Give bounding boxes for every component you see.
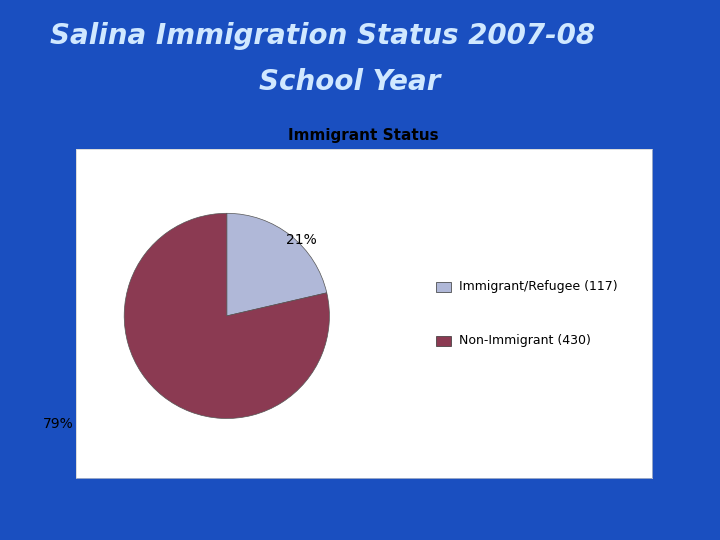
Text: Non-Immigrant (430): Non-Immigrant (430) <box>459 334 591 347</box>
Title: Immigrant Status: Immigrant Status <box>288 128 439 143</box>
Text: 79%: 79% <box>43 417 74 431</box>
Wedge shape <box>227 213 327 316</box>
Text: 21%: 21% <box>286 233 317 247</box>
Text: Immigrant/Refugee (117): Immigrant/Refugee (117) <box>459 280 618 293</box>
Text: School Year: School Year <box>259 68 441 96</box>
Wedge shape <box>125 213 329 418</box>
Text: Salina Immigration Status 2007-08: Salina Immigration Status 2007-08 <box>50 22 595 50</box>
